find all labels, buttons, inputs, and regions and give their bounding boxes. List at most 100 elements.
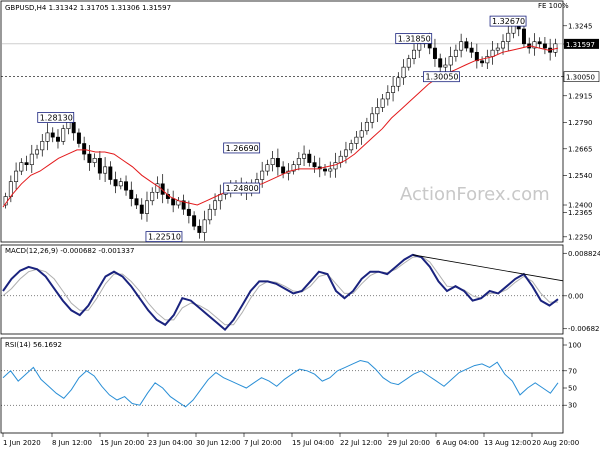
candle [40,133,45,157]
price-annotations: 1.28130 1.22510 1.26690 1.24800 1.31850 1.300… [37,15,527,243]
panel-frames [0,0,564,434]
price-annotation-label: 1.28130 [37,112,75,123]
candle [171,190,176,213]
rsi-y-tick-label: 50 [568,385,577,393]
x-tick-label: 30 Jun 12:00 [196,439,240,447]
price-y-tick-label: 1.3245 [568,22,593,30]
candle [202,210,207,241]
candle [207,204,212,225]
x-tick-label: 23 Jun 04:00 [148,439,192,447]
annotation-text: 1.31850 [398,35,431,44]
annotation-text: 1.26690 [226,144,259,153]
rsi-y-tick-label: 70 [568,367,577,375]
x-axis-ticks: 1 Jun 2020 8 Jun 12:00 15 Jun 20:00 23 Jun … [2,433,579,447]
x-tick-label: 8 Jun 12:00 [52,439,92,447]
price-panel-corner-label: FE 100% [538,2,569,10]
rsi-panel-frame [0,337,564,434]
current-price-tag: 1.31597 [564,38,599,49]
candle [186,200,191,224]
price-y-tick-label: 1.2365 [568,209,593,217]
candle [412,43,416,65]
price-panel-frame [0,0,564,243]
rsi-y-tick-label: 100 [568,342,581,350]
candle [459,33,464,58]
macd-panel-frame [0,244,564,335]
candle [14,162,19,190]
candle [35,144,40,159]
candle [338,150,343,168]
annotation-text: 1.24800 [226,184,259,193]
moving-average-line [2,45,559,208]
candle [134,194,139,209]
candle [302,145,307,167]
candle [192,211,197,231]
candle [532,33,537,56]
candle [197,219,202,239]
candle [296,152,301,171]
candle [469,41,474,58]
candle [82,136,87,161]
candle [317,157,322,178]
rsi-panel-header: RSI(14) 56.1692 [5,341,62,349]
candle [396,72,401,92]
x-tick-label: 22 Jul 12:00 [340,439,382,447]
candle [61,124,66,145]
candle [438,53,443,72]
x-tick-label: 1 Jun 2020 [3,439,41,447]
candle [129,181,134,207]
price-y-tick-label: 1.2915 [568,92,593,100]
candle [432,38,437,67]
candle [218,184,223,210]
macd-y-tick-label: -0.006825 [568,325,600,333]
candle [118,177,123,190]
candle [354,130,359,150]
candle [375,98,380,123]
candle [145,191,149,222]
candle [155,176,160,199]
candle [176,196,181,209]
candle [29,144,34,173]
candle [448,46,453,74]
candle [323,163,327,176]
price-annotation-label: 1.30050 [423,71,460,83]
annotation-text: 1.22510 [148,233,181,242]
candle [480,56,485,67]
candle [50,127,55,143]
annotation-text: 1.32670 [492,17,525,26]
x-tick-label: 29 Jul 20:00 [388,439,430,447]
candle [328,161,333,178]
candle [24,155,29,171]
candle [453,44,458,62]
price-y-tick-label: 1.2665 [568,145,593,153]
candle [113,171,118,194]
candle [485,49,490,70]
candle [312,155,317,173]
candle [56,129,60,149]
macd-signal-line [2,255,558,326]
x-tick-label: 20 Aug 20:00 [532,439,579,447]
price-annotation-label: 1.22510 [145,231,183,243]
rsi-line [2,359,559,408]
price-annotation-label: 1.32670 [489,15,527,27]
price-y-axis-ticks: 1.32451.31591.30051.29151.27901.26651.25… [563,22,593,241]
candle [291,160,296,175]
macd-y-tick-label: 0.008824 [568,250,600,258]
candle [391,76,396,102]
price-y-tick-label: 1.2250 [568,233,593,241]
candle [3,192,8,209]
support-price-text: 1.30050 [566,74,595,82]
candle [181,194,186,215]
candle [124,175,129,196]
candle [542,37,547,55]
candlestick-series [3,16,558,241]
x-tick-label: 15 Jun 20:00 [100,439,144,447]
macd-main-line [2,253,559,331]
annotation-text: 1.30050 [425,73,458,82]
price-annotation-label: 1.24800 [223,182,261,194]
candle [506,23,511,51]
rsi-layer: 100 70 50 30 [1,342,581,410]
macd-y-tick-label: 0.00 [568,292,584,300]
x-tick-label: 6 Aug 04:00 [436,439,479,447]
price-y-tick-label: 1.2540 [568,172,593,180]
candle [139,198,144,220]
